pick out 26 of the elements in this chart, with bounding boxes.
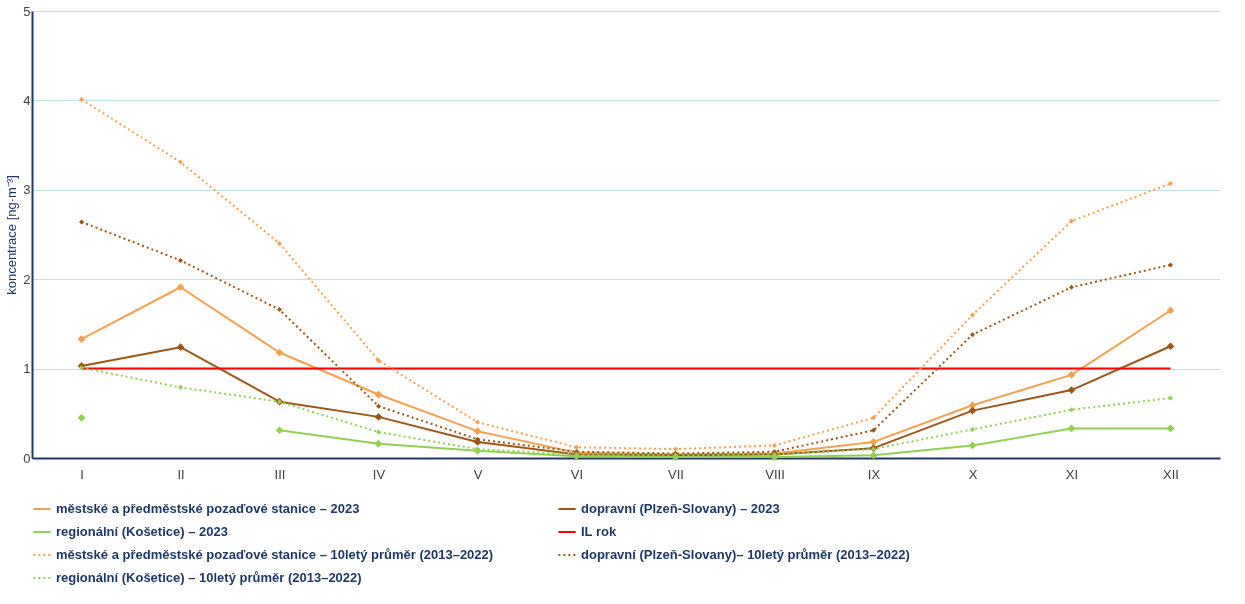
x-tick-label: III: [274, 466, 286, 482]
x-tick-label: VII: [668, 466, 684, 482]
legend-label: městské a předměstské pozaďové stanice – 10letý průměr (2013–2022): [56, 547, 494, 562]
y-tick-label: 0: [23, 450, 31, 466]
y-tick-label: 3: [23, 182, 31, 198]
legend-label: městské a předměstské pozaďové stanice – 2023: [56, 501, 360, 516]
legend-label: dopravní (Plzeň-Slovany)– 10letý průměr (2013–2022): [581, 547, 910, 562]
x-tick-label: XII: [1163, 466, 1179, 482]
x-tick-label: V: [473, 466, 483, 482]
y-tick-label: 4: [23, 92, 31, 108]
x-tick-label: XI: [1065, 466, 1079, 482]
y-tick-label: 1: [23, 361, 31, 377]
x-tick-label: IV: [372, 466, 386, 482]
legend-label: IL rok: [581, 524, 617, 539]
x-tick-label: IX: [867, 466, 881, 482]
y-tick-label: 2: [23, 271, 31, 287]
legend-label: regionální (Košetice) – 10letý průměr (2013–2022): [56, 570, 362, 585]
x-tick-label: X: [968, 466, 978, 482]
x-tick-label: VI: [570, 466, 584, 482]
x-tick-label: I: [80, 466, 84, 482]
y-tick-label: 5: [23, 3, 31, 19]
legend-label: dopravní (Plzeň-Slovany) – 2023: [581, 501, 780, 516]
y-axis-title: koncentrace [ng·m⁻³]: [4, 175, 20, 295]
x-tick-label: VIII: [765, 466, 785, 482]
legend-label: regionální (Košetice) – 2023: [56, 524, 228, 539]
x-tick-label: II: [177, 466, 185, 482]
